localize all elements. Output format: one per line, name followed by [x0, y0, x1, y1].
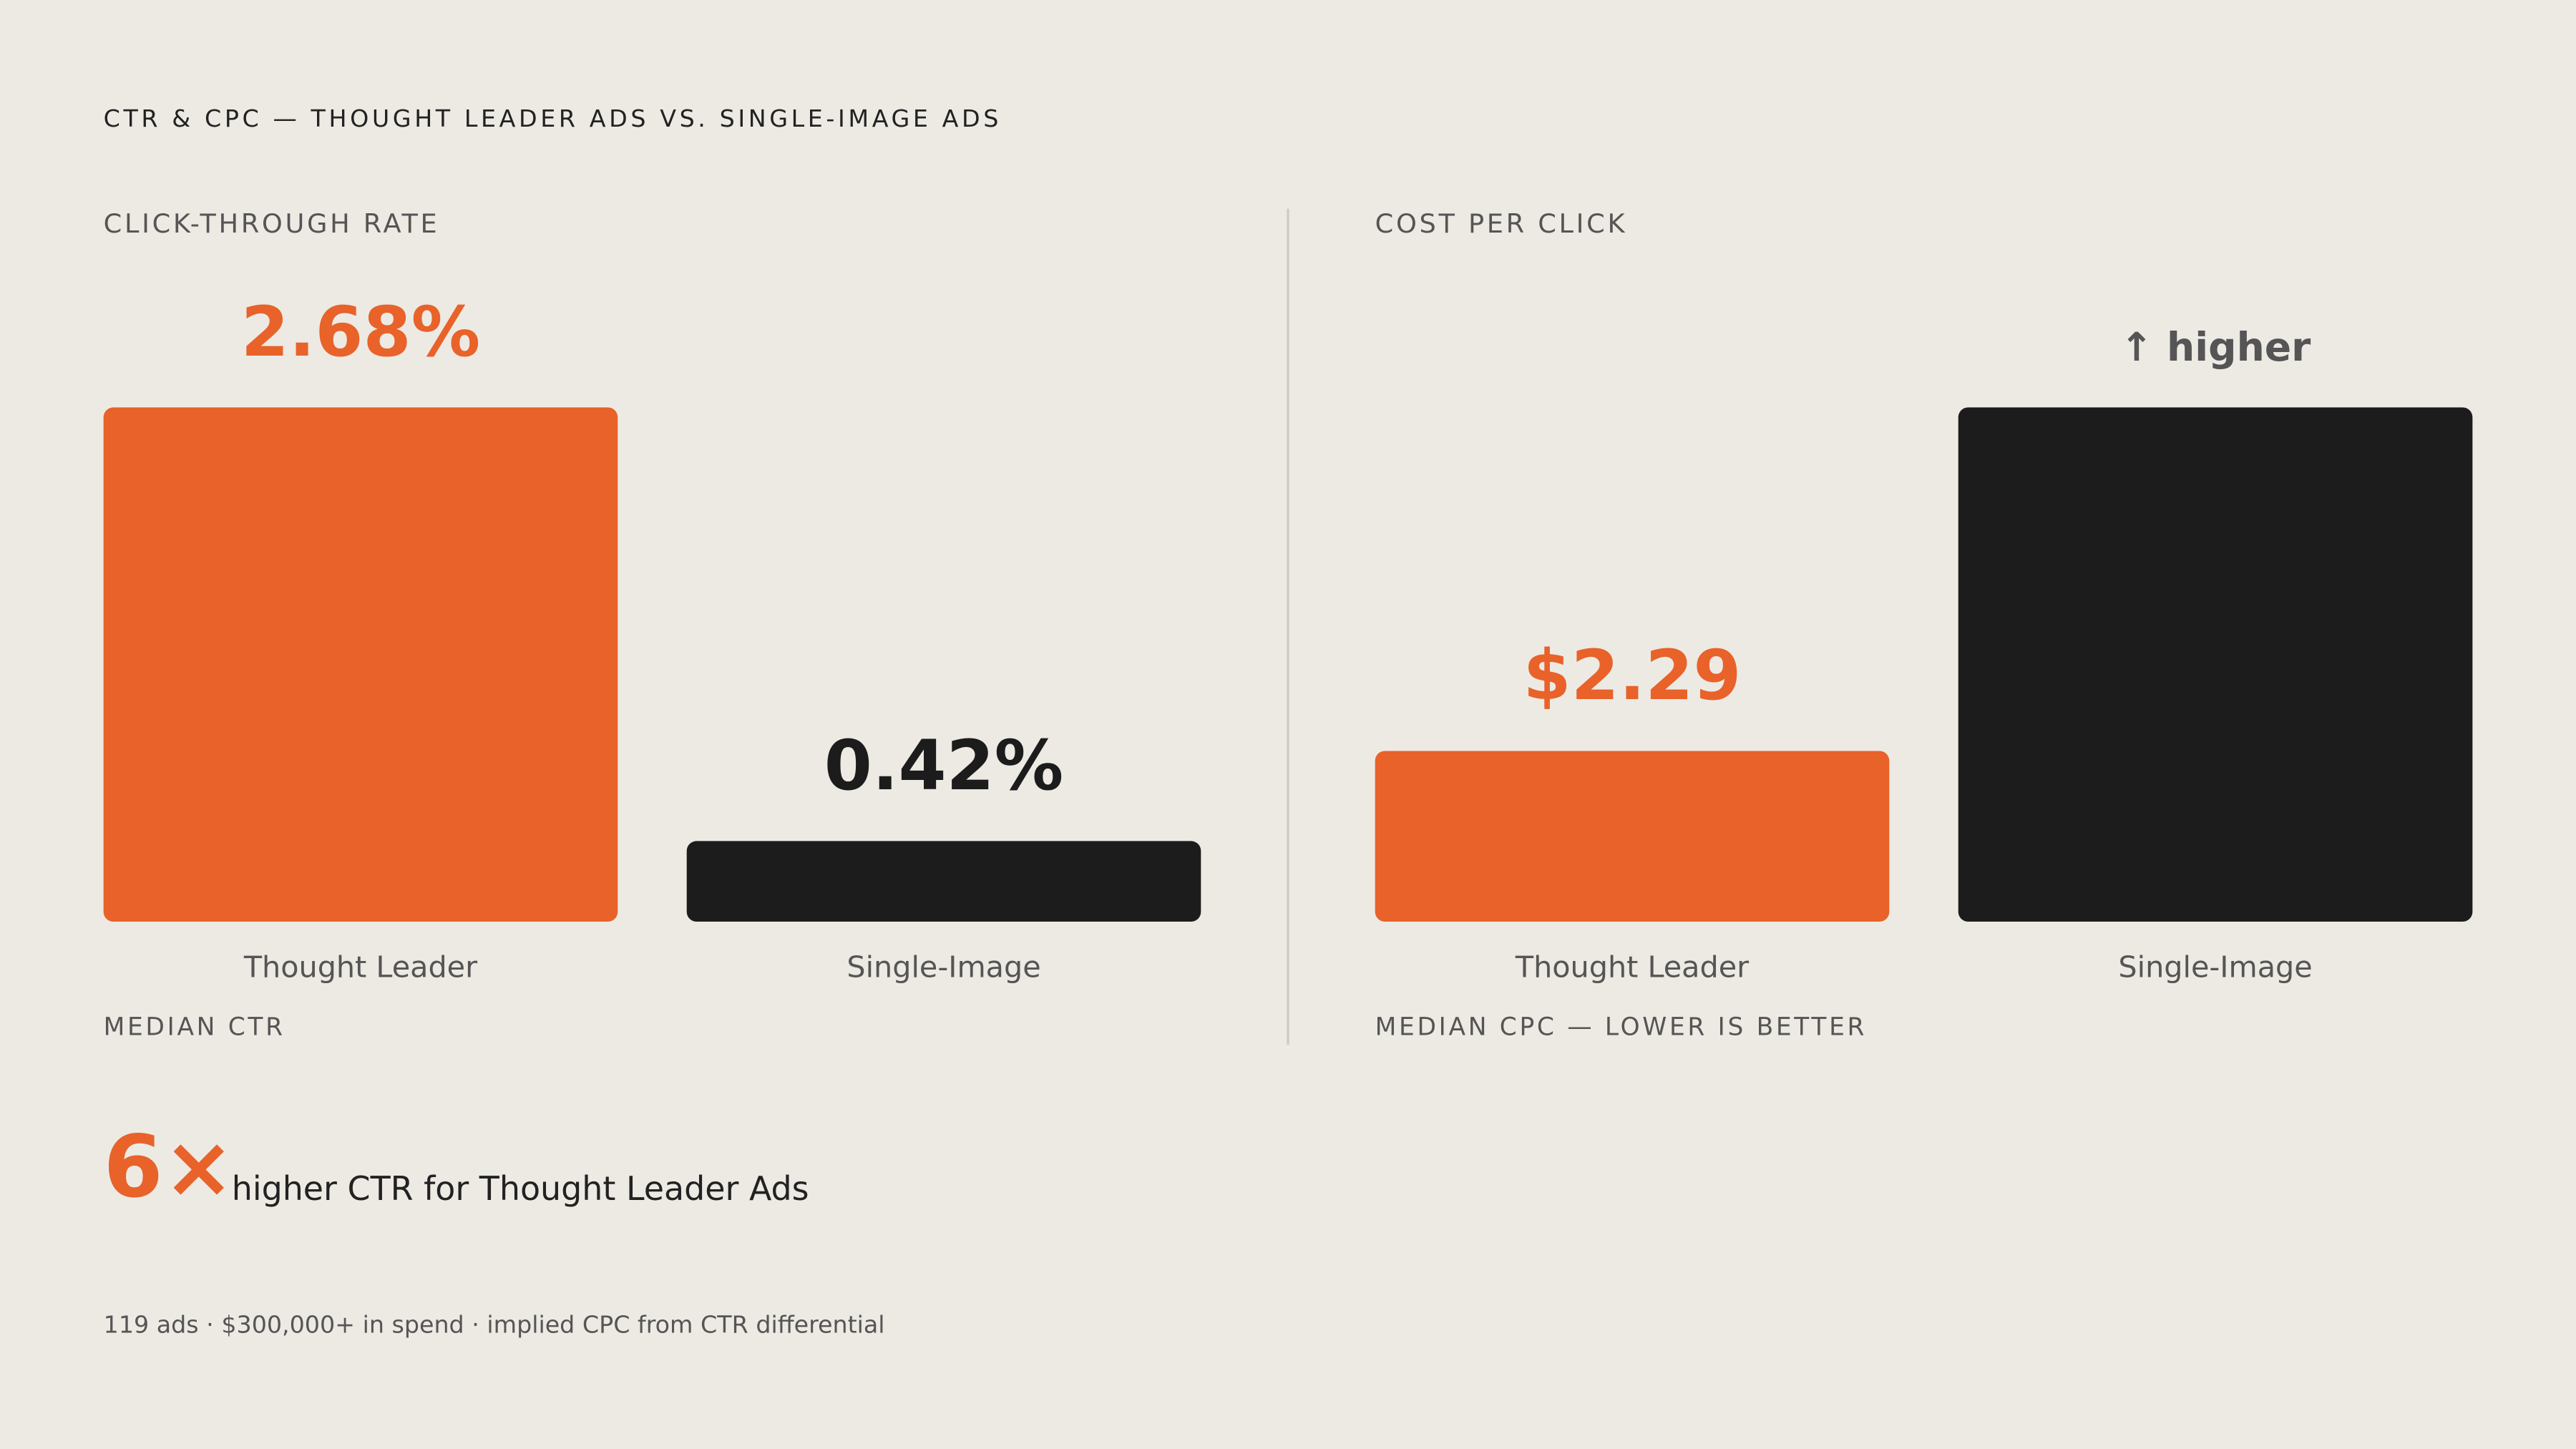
- value-label: 2.68%: [241, 292, 480, 372]
- annotation: ↑ higher: [2120, 324, 2311, 370]
- chart-caption: MEDIAN CPC — LOWER IS BETTER: [1375, 1013, 1867, 1042]
- footnote: 119 ads · $300,000+ in spend · implied C…: [104, 1310, 885, 1338]
- value-label: 0.42%: [824, 726, 1063, 806]
- x-tick-label: Thought Leader: [1515, 950, 1749, 985]
- bar: [1958, 407, 2473, 922]
- value-label: $2.29: [1523, 635, 1742, 716]
- callout-figure: 6×: [104, 1118, 235, 1217]
- bar: [686, 841, 1201, 922]
- x-tick-label: Thought Leader: [243, 950, 477, 985]
- callout-text: higher CTR for Thought Leader Ads: [232, 1169, 809, 1208]
- chart-title: COST PER CLICK: [1375, 208, 1628, 239]
- x-tick-label: Single-Image: [847, 950, 1040, 985]
- chart-title: CLICK-THROUGH RATE: [104, 208, 440, 239]
- bar: [1375, 751, 1890, 922]
- bar: [103, 407, 618, 922]
- chart-caption: MEDIAN CTR: [104, 1013, 286, 1042]
- page-title: CTR & CPC — THOUGHT LEADER ADS VS. SINGL…: [104, 104, 1002, 132]
- x-tick-label: Single-Image: [2118, 950, 2312, 985]
